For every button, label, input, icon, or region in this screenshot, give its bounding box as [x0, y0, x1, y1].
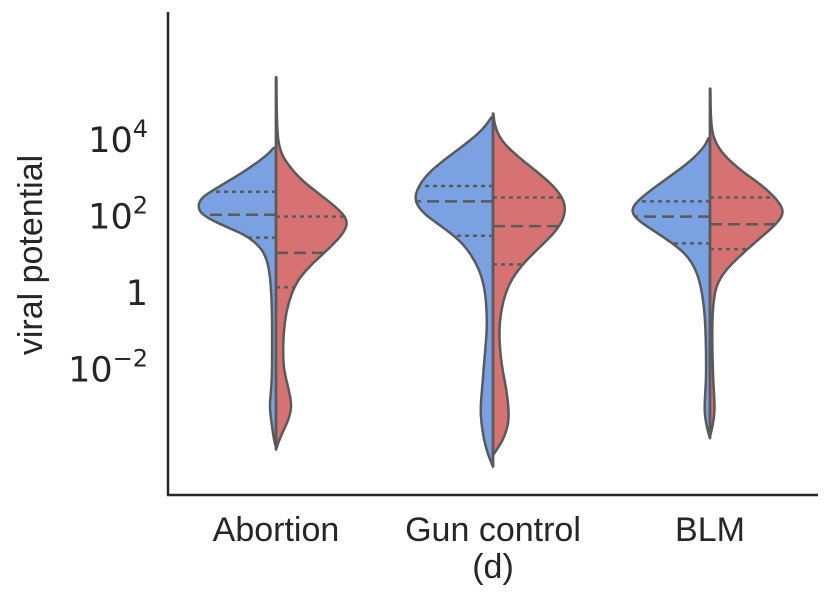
x-tick-label-blm: BLM [675, 511, 745, 549]
y-tick-labels: 104 102 1 10−2 [68, 115, 148, 390]
violins-group [197, 75, 784, 469]
y-tick-label: 10−2 [68, 344, 148, 390]
violin-abortion [197, 75, 348, 451]
figure-caption: (d) [472, 548, 514, 586]
violin-half-left-gun-control [414, 116, 495, 469]
y-tick-label: 1 [126, 274, 148, 314]
y-tick-label: 104 [88, 115, 148, 161]
violin-blm [631, 87, 784, 440]
x-tick-label-abortion: Abortion [213, 511, 340, 549]
violin-half-right-gun-control [491, 112, 567, 457]
x-tick-label-gun-control: Gun control [405, 511, 581, 549]
violin-half-left-blm [631, 137, 712, 440]
violin-half-right-abortion [274, 75, 348, 451]
violin-half-right-blm [708, 87, 784, 438]
y-axis-label: viral potential [12, 155, 50, 355]
violin-gun-control [414, 112, 567, 469]
x-tick-labels: Abortion Gun control BLM [213, 511, 745, 549]
violin-half-left-abortion [197, 146, 278, 449]
y-tick-label: 102 [88, 192, 148, 238]
